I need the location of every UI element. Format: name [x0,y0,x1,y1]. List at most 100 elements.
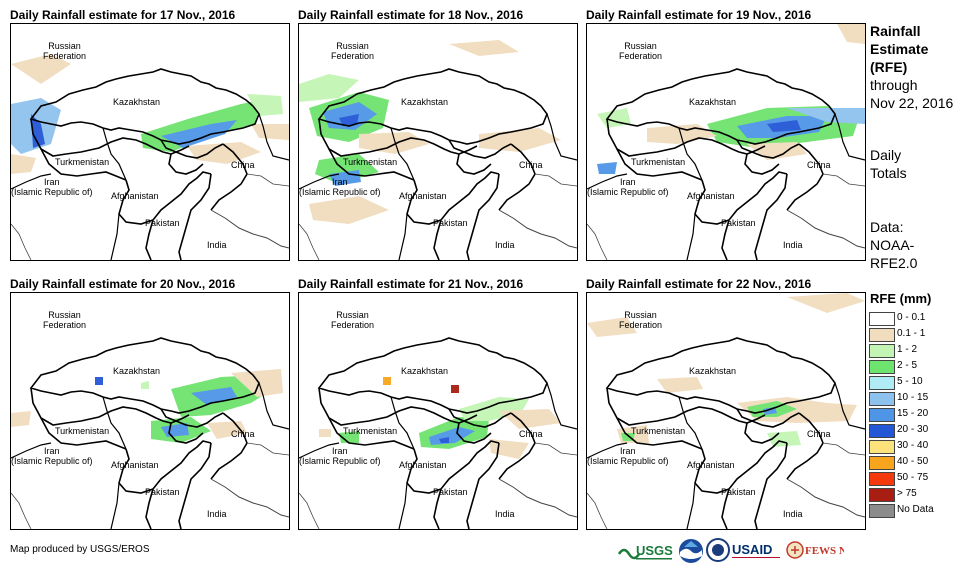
legend-swatch [869,488,895,502]
noaa-logo[interactable] [678,538,704,564]
label-china: China [519,160,543,170]
legend-label: 30 - 40 [897,440,929,451]
label-turkmenistan: Turkmenistan [55,157,110,167]
label-china: China [807,160,831,170]
panel-title: Daily Rainfall estimate for 19 Nov., 201… [586,8,812,22]
rain-areas [11,369,283,443]
legend-label: 10 - 15 [897,392,929,403]
usgs-logo[interactable]: USGS [617,538,676,564]
label-india: India [783,509,803,519]
rainfall-panel-20: Daily Rainfall estimate for 20 Nov., 201… [10,277,290,530]
label-afghanistan: Afghanistan [111,460,159,470]
legend-swatch [869,456,895,470]
label-iran: Iran (Islamic Republic of) [587,177,669,197]
rainfall-panel-22: Daily Rainfall estimate for 22 Nov., 201… [586,277,866,530]
label-pakistan: Pakistan [721,487,756,497]
through-date: Nov 22, 2016 [870,95,954,111]
daily-line1: Daily [870,147,902,163]
label-afghanistan: Afghanistan [399,191,447,201]
label-turkmenistan: Turkmenistan [343,426,398,436]
rainfall-map[interactable]: Russian Federation Kazakhstan Turkmenista… [10,23,290,261]
legend-swatch [869,504,895,518]
rainfall-map[interactable]: Russian Federation Kazakhstan Turkmenista… [10,292,290,530]
label-iran: Iran (Islamic Republic of) [299,446,381,466]
label-russia: Russian Federation [619,41,663,61]
legend-swatch [869,392,895,406]
legend-swatch [869,312,895,326]
label-pakistan: Pakistan [145,218,180,228]
data-line1: Data: [870,219,904,235]
label-afghanistan: Afghanistan [687,460,735,470]
label-kazakhstan: Kazakhstan [113,366,161,376]
data-line3: RFE2.0 [870,255,918,271]
svg-text:USAID: USAID [732,542,772,557]
legend-swatch [869,472,895,486]
rainfall-panel-18: Daily Rainfall estimate for 18 Nov., 201… [298,8,578,261]
rain-areas [11,54,289,174]
panel-title: Daily Rainfall estimate for 20 Nov., 201… [10,277,236,291]
label-kazakhstan: Kazakhstan [401,97,449,107]
label-china: China [231,160,255,170]
label-kazakhstan: Kazakhstan [689,97,737,107]
rain-areas [597,24,865,174]
svg-text:USGS: USGS [636,543,673,558]
legend-swatch [869,360,895,374]
legend-label: > 75 [897,488,917,499]
usaid-logo[interactable]: USAID [732,538,784,564]
legend-label: 20 - 30 [897,424,929,435]
rainfall-panel-19: Daily Rainfall estimate for 19 Nov., 201… [586,8,866,261]
label-iran: Iran (Islamic Republic of) [11,177,93,197]
fews-net-logo[interactable]: FEWS NET [786,538,862,564]
legend-label: 0 - 0.1 [897,312,926,323]
label-russia: Russian Federation [43,41,87,61]
legend-label: 5 - 10 [897,376,923,387]
legend-title: RFE (mm) [870,291,932,306]
legend-swatch [869,328,895,342]
label-turkmenistan: Turkmenistan [343,157,398,167]
rfe-title-line2: Estimate [870,41,929,57]
label-china: China [519,429,543,439]
label-afghanistan: Afghanistan [399,460,447,470]
rainfall-panel-21: Daily Rainfall estimate for 21 Nov., 201… [298,277,578,530]
daily-totals: Daily Totals [870,146,907,182]
dos-seal-logo [706,538,730,564]
label-india: India [207,240,227,250]
rainfall-panel-17: Daily Rainfall estimate for 17 Nov., 201… [10,8,290,261]
rainfall-map[interactable]: Russian Federation Kazakhstan Turkmenista… [586,292,866,530]
rainfall-map[interactable]: Russian Federation Kazakhstan Turkmenista… [298,292,578,530]
label-afghanistan: Afghanistan [687,191,735,201]
label-turkmenistan: Turkmenistan [631,426,686,436]
rfe-title-line1: Rainfall [870,23,921,39]
label-iran: Iran (Islamic Republic of) [587,446,669,466]
label-india: India [495,509,515,519]
footer-credit: Map produced by USGS/EROS [10,544,150,555]
label-russia: Russian Federation [619,310,663,330]
data-line2: NOAA- [870,237,915,253]
label-russia: Russian Federation [43,310,87,330]
label-kazakhstan: Kazakhstan [401,366,449,376]
legend-label: 15 - 20 [897,408,929,419]
label-afghanistan: Afghanistan [111,191,159,201]
panel-title: Daily Rainfall estimate for 17 Nov., 201… [10,8,236,22]
panel-title: Daily Rainfall estimate for 22 Nov., 201… [586,277,812,291]
panel-title: Daily Rainfall estimate for 18 Nov., 201… [298,8,524,22]
label-russia: Russian Federation [331,41,375,61]
rainfall-map[interactable]: Russian Federation Kazakhstan Turkmenista… [586,23,866,261]
rfe-title-line3: (RFE) [870,59,908,75]
label-china: China [231,429,255,439]
legend-label: 1 - 2 [897,344,918,355]
data-source: Data: NOAA- RFE2.0 [870,218,917,272]
label-china: China [807,429,831,439]
legend-label: 50 - 75 [897,472,929,483]
svg-text:FEWS NET: FEWS NET [805,545,844,557]
label-pakistan: Pakistan [721,218,756,228]
rain-areas [587,293,865,447]
legend-label: 40 - 50 [897,456,929,467]
legend-label: No Data [897,504,934,515]
through-text: through [870,77,918,93]
legend-swatch [869,408,895,422]
label-india: India [783,240,803,250]
label-pakistan: Pakistan [433,218,468,228]
rainfall-map[interactable]: Russian Federation Kazakhstan Turkmenista… [298,23,578,261]
label-russia: Russian Federation [331,310,375,330]
